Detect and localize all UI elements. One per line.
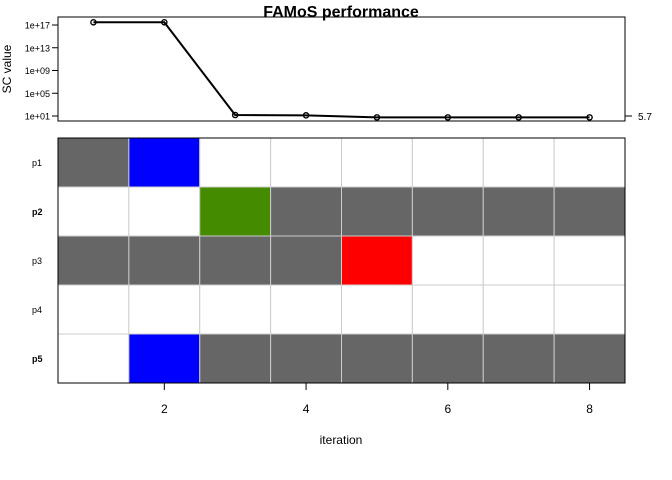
heatmap-cell-p3-3 bbox=[199, 235, 272, 286]
x-tick-label: 4 bbox=[303, 402, 310, 416]
x-tick-label: 6 bbox=[444, 402, 451, 416]
heatmap-cell-p3-8 bbox=[553, 235, 626, 286]
heatmap-cell-p3-7 bbox=[482, 235, 555, 286]
heatmap-cell-p4-1 bbox=[57, 284, 130, 335]
heatmap-cell-p4-5 bbox=[341, 284, 413, 335]
sc-point bbox=[302, 112, 310, 119]
x-axis: 2 4 6 8 bbox=[161, 383, 593, 416]
heatmap-cell-p2-7 bbox=[482, 186, 555, 237]
heatmap-frame bbox=[57, 137, 626, 384]
row-label-p4: p4 bbox=[32, 305, 42, 315]
right-axis-annotation: 5.7 bbox=[638, 112, 652, 123]
heatmap-cell-p5-3 bbox=[199, 333, 272, 384]
row-label-p3: p3 bbox=[32, 256, 42, 266]
sc-point bbox=[586, 114, 593, 121]
row-label-p1: p1 bbox=[32, 158, 42, 168]
heatmap-cell-p5-5 bbox=[341, 333, 413, 384]
x-tick-label: 2 bbox=[161, 402, 168, 416]
x-tick-label: 8 bbox=[586, 402, 593, 416]
heatmap-cell-p2-8 bbox=[553, 186, 626, 237]
row-labels: p1 p2 p3 p4 p5 bbox=[32, 158, 43, 364]
heatmap-cell-p3-1 bbox=[57, 235, 130, 286]
heatmap-cell-p1-3 bbox=[199, 137, 272, 188]
sc-value-line-chart: FAMoS performance 1e+011e+051e+091e+131e… bbox=[0, 4, 652, 123]
row-label-p5: p5 bbox=[32, 354, 43, 364]
sc-point bbox=[161, 18, 168, 26]
heatmap-cell-p3-6 bbox=[411, 235, 484, 286]
heatmap-cell-p1-6 bbox=[411, 137, 484, 188]
heatmap-cell-p5-6 bbox=[411, 333, 484, 384]
sc-point bbox=[373, 114, 381, 121]
heatmap-cell-p4-7 bbox=[482, 284, 555, 335]
heatmap-cell-p1-2 bbox=[128, 137, 201, 188]
x-axis-label: iteration bbox=[320, 433, 363, 447]
heatmap-cell-p5-4 bbox=[270, 333, 342, 384]
sc-line bbox=[93, 21, 590, 119]
heatmap-cell-p4-2 bbox=[128, 284, 201, 335]
heatmap-cell-p1-4 bbox=[270, 137, 342, 188]
heatmap-cell-p1-7 bbox=[482, 137, 555, 188]
y-tick-label: 1e+17 bbox=[25, 21, 50, 31]
sc-point bbox=[90, 18, 97, 26]
parameter-heatmap: p1 p2 p3 p4 p5 2 4 6 8 iteration bbox=[32, 137, 626, 447]
heatmap-cell-p1-8 bbox=[553, 137, 626, 188]
heatmap-cell-p5-8 bbox=[553, 333, 626, 384]
top-y-axis: 1e+01 1e+05 1e+09 1e+13 1e+17 bbox=[25, 21, 59, 122]
heatmap-cell-p2-3 bbox=[199, 186, 272, 237]
row-label-p2: p2 bbox=[32, 207, 43, 217]
sc-point bbox=[515, 114, 522, 121]
y-tick-label: 1e+01 bbox=[25, 112, 50, 122]
heatmap-cell-p5-7 bbox=[482, 333, 555, 384]
heatmap-cell-p3-4 bbox=[270, 235, 342, 286]
heatmap-cell-p1-5 bbox=[341, 137, 413, 188]
sc-point bbox=[231, 111, 239, 119]
heatmap-cell-p4-6 bbox=[411, 284, 484, 335]
y-tick-label: 1e+13 bbox=[25, 43, 50, 53]
sc-series bbox=[90, 18, 593, 121]
heatmap-cell-p4-4 bbox=[270, 284, 342, 335]
heatmap-cell-p3-2 bbox=[128, 235, 201, 286]
heatmap-cell-p2-4 bbox=[270, 186, 342, 237]
heatmap-cell-p2-1 bbox=[57, 186, 130, 237]
right-axis: 5.7 bbox=[625, 112, 652, 123]
heatmap-cell-p2-5 bbox=[341, 186, 413, 237]
y-axis-label: SC value bbox=[0, 44, 14, 93]
heatmap-cell-p5-1 bbox=[57, 333, 130, 384]
y-tick-label: 1e+09 bbox=[25, 66, 50, 76]
heatmap-cell-p5-2 bbox=[128, 333, 201, 384]
chart-title: FAMoS performance bbox=[263, 4, 419, 21]
heatmap-cell-p2-6 bbox=[411, 186, 484, 237]
heatmap-cell-p4-8 bbox=[553, 284, 626, 335]
sc-point bbox=[444, 114, 452, 121]
heatmap-cell-p2-2 bbox=[128, 186, 201, 237]
heatmap-cell-p4-3 bbox=[199, 284, 272, 335]
y-tick-label: 1e+05 bbox=[25, 89, 50, 99]
heatmap-cell-p1-1 bbox=[57, 137, 130, 188]
heatmap-cells bbox=[57, 137, 626, 384]
heatmap-cell-p3-5 bbox=[341, 235, 413, 286]
